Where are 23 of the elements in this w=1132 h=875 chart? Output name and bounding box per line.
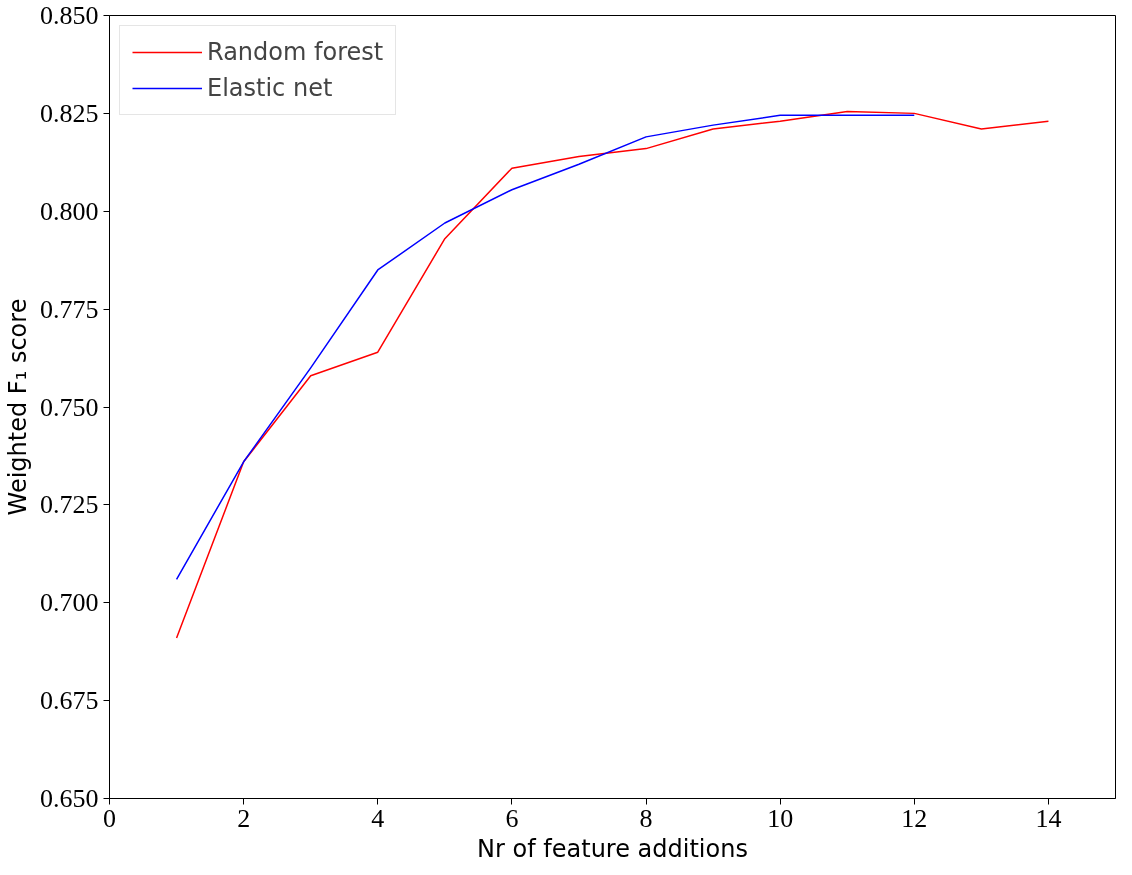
x-tick-label: 4 [371, 803, 385, 833]
y-tick-label: 0.700 [40, 588, 99, 618]
y-tick-label: 0.675 [40, 686, 99, 716]
x-tick-label: 0 [103, 803, 116, 833]
x-tick-label: 6 [505, 803, 519, 833]
x-axis-title: Nr of feature additions [477, 834, 748, 863]
y-tick-label: 0.650 [40, 784, 99, 813]
line-series [175, 114, 916, 581]
line-series [175, 110, 1050, 639]
y-tick-label: 0.750 [40, 392, 99, 422]
legend-label: Random forest [207, 38, 384, 66]
y-tick-label: 0.775 [40, 294, 99, 324]
legend-label: Elastic net [207, 74, 333, 102]
x-tick-label: 8 [639, 803, 653, 833]
x-tick-label: 12 [901, 803, 928, 833]
x-tick-label: 2 [237, 803, 251, 833]
y-tick-label: 0.800 [40, 196, 99, 226]
y-axis-title: Weighted F₁ score [4, 298, 32, 516]
x-tick-label: 14 [1035, 803, 1062, 833]
y-tick-label: 0.850 [40, 1, 99, 30]
y-tick-label: 0.725 [40, 490, 99, 520]
x-tick-label: 10 [767, 803, 794, 833]
y-tick-label: 0.825 [40, 98, 99, 128]
